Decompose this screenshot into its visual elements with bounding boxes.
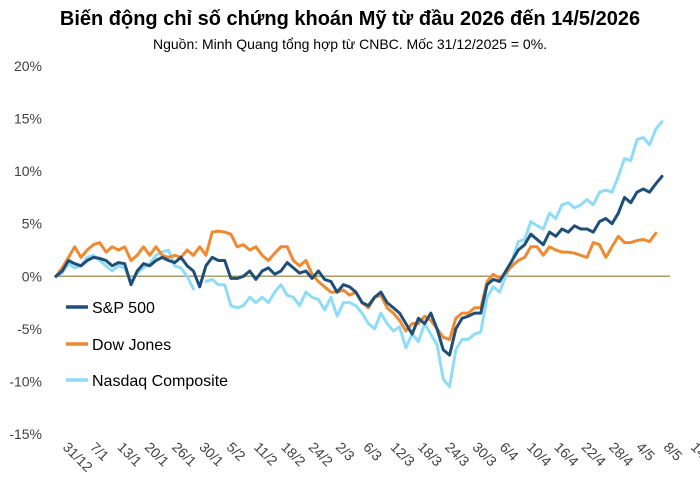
x-tick-label: 18/2: [278, 439, 309, 470]
x-tick-label: 24/3: [442, 439, 473, 470]
y-axis: 20% 15% 10% 5% 0% -5% -10% -15%: [9, 58, 42, 442]
y-tick-label: 0%: [22, 268, 42, 284]
y-tick-label: -15%: [9, 426, 42, 442]
x-tick-label: 12/3: [388, 439, 419, 470]
y-tick-label: -10%: [9, 373, 42, 389]
x-tick-label: 8/5: [661, 439, 686, 464]
y-tick-label: -5%: [17, 321, 42, 337]
series-lines: [54, 120, 664, 389]
x-tick-label: 22/4: [579, 439, 610, 470]
legend: S&P 500 Dow Jones Nasdaq Composite: [66, 300, 228, 390]
x-tick-label: 30/1: [196, 439, 227, 470]
x-tick-label: 16/4: [551, 439, 582, 470]
x-tick-label: 28/4: [606, 439, 637, 470]
legend-label-2: Nasdaq Composite: [92, 373, 228, 390]
x-tick-label: 20/1: [142, 439, 173, 470]
legend-label-0: S&P 500: [92, 300, 155, 317]
x-tick-label: 30/3: [469, 439, 500, 470]
y-tick-label: 5%: [22, 216, 42, 232]
x-tick-label: 10/4: [524, 439, 555, 470]
x-tick-label: 13/1: [114, 439, 145, 470]
x-tick-label: 18/3: [415, 439, 446, 470]
chart-subtitle: Nguồn: Minh Quang tổng hợp từ CNBC. Mốc …: [152, 36, 548, 52]
y-tick-label: 20%: [14, 58, 42, 74]
x-axis: 31/127/1 13/120/126/130/15/2 11/218/224/22…: [60, 439, 700, 475]
x-tick-label: 11/2: [251, 439, 281, 469]
x-tick-label: 14/5: [688, 439, 700, 470]
x-tick-label: 6/4: [497, 439, 522, 464]
chart-title: Biến động chỉ số chứng khoán Mỹ từ đầu 2…: [59, 8, 641, 30]
x-tick-label: 2/3: [333, 439, 358, 464]
x-tick-label: 31/12: [60, 439, 96, 475]
x-tick-label: 5/2: [224, 439, 249, 464]
series-line-1: [54, 229, 658, 341]
legend-label-1: Dow Jones: [92, 337, 171, 354]
x-tick-label: 6/3: [360, 439, 385, 464]
x-tick-label: 26/1: [169, 439, 200, 470]
x-tick-label: 4/5: [633, 439, 658, 464]
series-line-0: [54, 174, 664, 357]
y-tick-label: 10%: [14, 163, 42, 179]
y-tick-label: 15%: [14, 111, 42, 127]
x-tick-label: 24/2: [306, 439, 337, 470]
